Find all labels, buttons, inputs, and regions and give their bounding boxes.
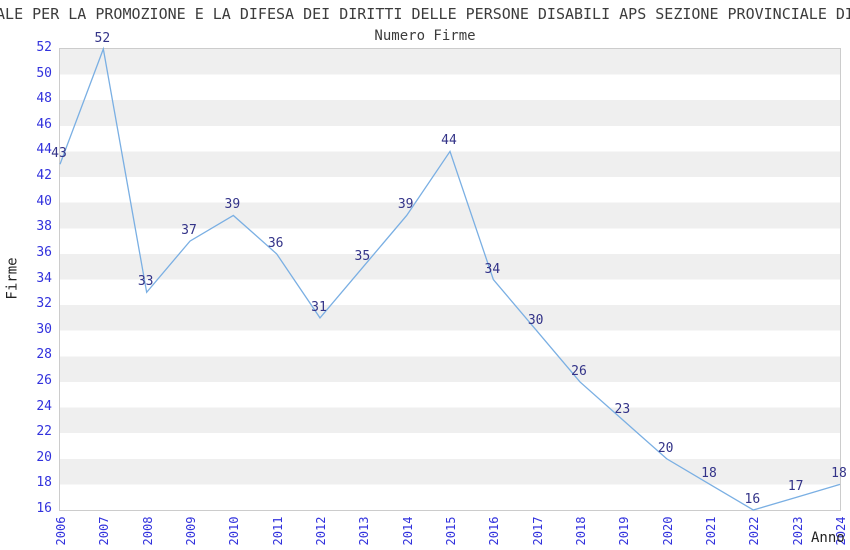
y-tick-label: 22	[36, 424, 52, 440]
y-tick-label: 48	[36, 91, 52, 107]
line-series	[59, 46, 841, 511]
y-tick-label: 18	[36, 475, 52, 491]
data-point-label: 16	[744, 492, 761, 507]
y-tick-label: 28	[36, 347, 52, 363]
data-point-label: 37	[181, 223, 197, 239]
data-point-label: 18	[701, 466, 717, 482]
x-tick-label: 2011	[270, 516, 285, 546]
data-point-label: 20	[657, 440, 674, 456]
data-point-label: 43	[51, 146, 67, 162]
y-tick-label: 38	[36, 219, 52, 235]
data-point-label: 17	[787, 479, 804, 495]
data-point-label: 39	[397, 197, 414, 213]
x-tick-label: 2020	[660, 516, 675, 546]
data-point-label: 33	[137, 274, 154, 290]
data-point-label: 52	[94, 31, 111, 46]
x-tick-label: 2006	[54, 516, 68, 546]
y-tick-label: 24	[36, 398, 52, 414]
y-tick-label: 30	[36, 321, 52, 337]
y-tick-label: 40	[36, 193, 52, 209]
y-tick-label: 52	[36, 40, 52, 55]
data-point-label: 18	[831, 466, 847, 482]
data-point-label: 26	[571, 363, 587, 379]
x-tick-label: 2021	[704, 516, 718, 546]
x-axis-title: Anno	[811, 530, 845, 546]
y-tick-label: 42	[36, 168, 52, 184]
x-tick-label: 2010	[227, 516, 242, 546]
x-tick-label: 2022	[747, 516, 762, 546]
plot-area	[59, 46, 841, 511]
x-tick-label: 2016	[487, 516, 502, 546]
y-tick-label: 20	[36, 449, 52, 465]
data-point-label: 31	[311, 299, 327, 315]
x-tick-label: 2012	[314, 516, 328, 546]
x-tick-label: 2008	[140, 516, 155, 546]
x-tick-label: 2014	[400, 516, 415, 546]
x-tick-label: 2017	[530, 516, 545, 546]
x-tick-label: 2019	[617, 516, 632, 546]
y-tick-label: 34	[36, 270, 52, 286]
y-tick-label: 26	[36, 372, 52, 388]
x-tick-label: 2015	[444, 516, 458, 546]
data-point-label: 36	[267, 235, 284, 251]
y-tick-label: 36	[36, 244, 52, 260]
x-tick-label: 2013	[357, 516, 372, 546]
data-point-label: 44	[441, 133, 457, 149]
y-axis-title: Firme	[4, 257, 21, 300]
data-point-label: 34	[484, 261, 501, 277]
x-tick-label: 2023	[790, 516, 805, 546]
data-point-label: 35	[354, 248, 371, 264]
data-point-label: 39	[224, 197, 241, 213]
chart-title: ALE PER LA PROMOZIONE E LA DIFESA DEI DI…	[0, 5, 850, 23]
x-tick-label: 2018	[574, 516, 588, 546]
data-point-label: 30	[527, 312, 544, 328]
y-tick-label: 16	[36, 501, 52, 516]
y-tick-label: 44	[36, 142, 52, 158]
chart-subtitle: Numero Firme	[374, 28, 476, 44]
data-point-label: 23	[614, 402, 631, 418]
x-tick-label: 2007	[97, 516, 112, 546]
x-tick-label: 2009	[184, 516, 198, 546]
chart-title-text: ALE PER LA PROMOZIONE E LA DIFESA DEI DI…	[0, 5, 850, 23]
line-series-svg	[59, 46, 841, 511]
y-tick-label: 50	[36, 65, 52, 81]
y-tick-label: 46	[36, 116, 52, 132]
y-tick-label: 32	[36, 296, 52, 312]
